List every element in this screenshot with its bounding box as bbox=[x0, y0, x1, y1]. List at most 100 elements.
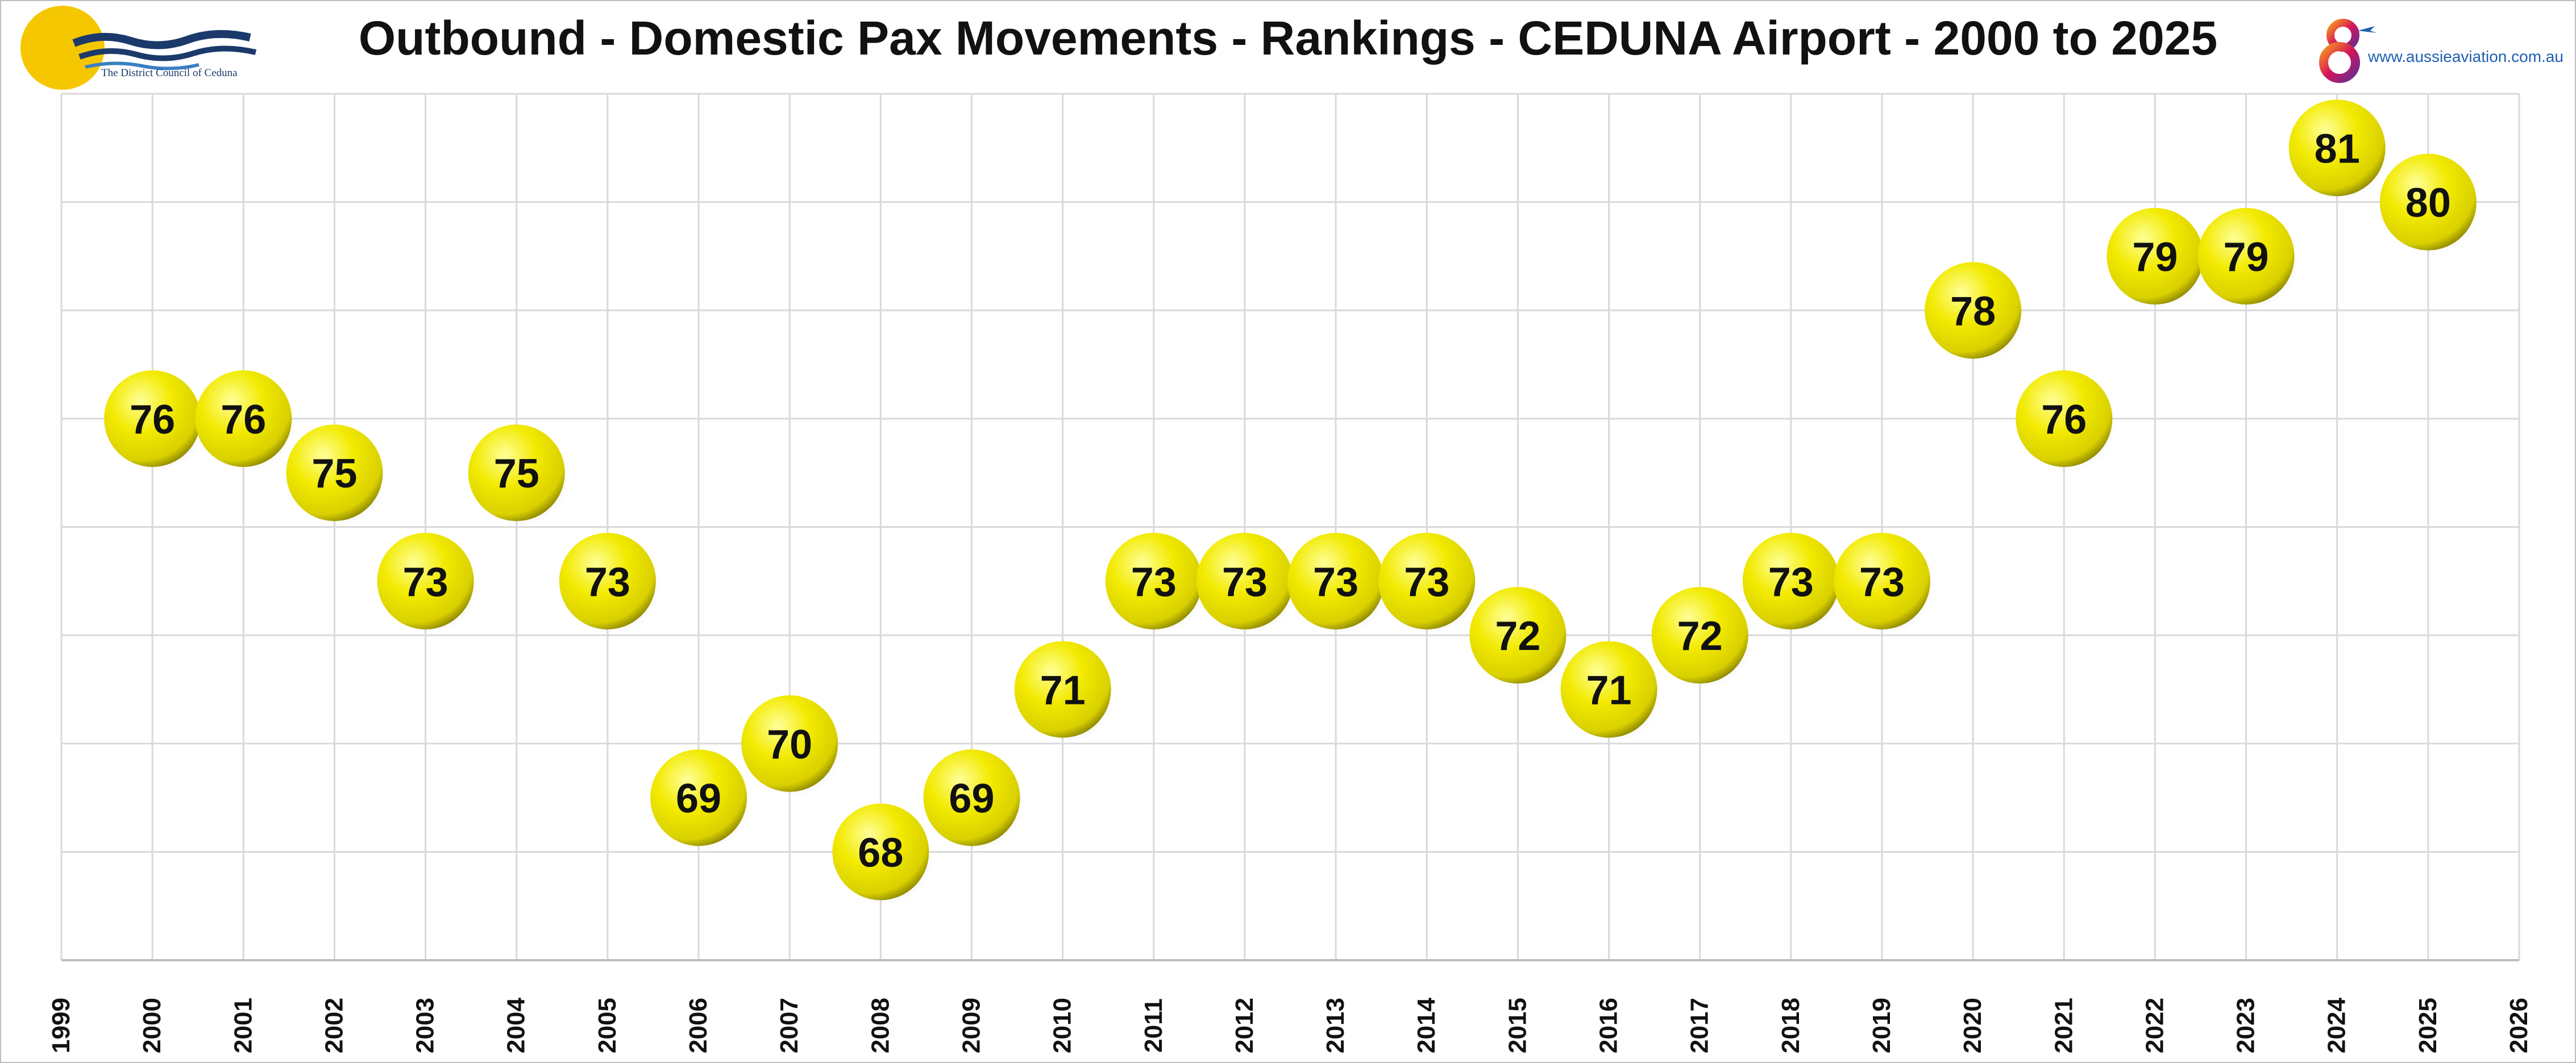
x-tick-label: 2002 bbox=[320, 998, 348, 1053]
aussie-aviation-url[interactable]: www.aussieaviation.com.au bbox=[2368, 48, 2563, 65]
x-tick-label: 2025 bbox=[2414, 998, 2442, 1053]
data-label: 76 bbox=[130, 397, 175, 443]
data-label: 70 bbox=[767, 722, 812, 768]
x-tick-label: 2022 bbox=[2141, 998, 2168, 1053]
x-tick-label: 2010 bbox=[1049, 998, 1077, 1053]
point-bubble bbox=[1378, 532, 1476, 630]
x-tick-label: 2000 bbox=[138, 998, 166, 1053]
data-label: 75 bbox=[311, 451, 357, 497]
data-point: 71 bbox=[1014, 641, 1115, 743]
data-label: 80 bbox=[2405, 181, 2451, 226]
data-point: 71 bbox=[1560, 641, 1661, 743]
data-label: 71 bbox=[1586, 668, 1631, 713]
data-point: 76 bbox=[104, 370, 205, 472]
data-label: 73 bbox=[1222, 560, 1268, 605]
data-point: 72 bbox=[1469, 587, 1570, 688]
point-bubble bbox=[2288, 99, 2386, 197]
data-point: 81 bbox=[2288, 99, 2389, 201]
data-label: 72 bbox=[1495, 614, 1540, 659]
point-bubble bbox=[741, 695, 838, 792]
data-label: 72 bbox=[1677, 614, 1723, 659]
point-bubble bbox=[1105, 532, 1202, 630]
point-bubble bbox=[377, 532, 474, 630]
point-bubble bbox=[2016, 370, 2113, 467]
point-bubble bbox=[1287, 532, 1385, 630]
data-point: 73 bbox=[1378, 532, 1479, 634]
aviation-brand-icon bbox=[2319, 19, 2377, 83]
point-bubble bbox=[1742, 532, 1839, 630]
point-bubble bbox=[1014, 641, 1111, 738]
data-label: 73 bbox=[1404, 560, 1449, 605]
x-tick-label: 2026 bbox=[2505, 998, 2533, 1053]
point-bubble bbox=[923, 749, 1020, 847]
data-label: 73 bbox=[585, 560, 630, 605]
data-point: 72 bbox=[1651, 587, 1752, 688]
data-point: 73 bbox=[1833, 532, 1934, 634]
point-bubble bbox=[2197, 207, 2295, 305]
point-bubble bbox=[1196, 532, 1293, 630]
x-tick-label: 2023 bbox=[2232, 998, 2260, 1053]
point-bubble bbox=[1560, 641, 1657, 738]
data-point: 78 bbox=[1925, 262, 2025, 363]
data-point: 79 bbox=[2106, 207, 2207, 309]
data-point: 73 bbox=[559, 532, 659, 634]
point-bubble bbox=[2106, 207, 2204, 305]
district-council-logo-text: The District Council of Ceduna bbox=[101, 67, 238, 79]
data-point: 73 bbox=[1742, 532, 1843, 634]
data-point: 73 bbox=[377, 532, 477, 634]
data-point: 80 bbox=[2379, 153, 2480, 255]
x-tick-label: 2024 bbox=[2323, 998, 2351, 1053]
point-bubble bbox=[1925, 262, 2022, 359]
x-tick-label: 2015 bbox=[1503, 998, 1531, 1053]
point-bubble bbox=[832, 803, 929, 901]
data-label: 81 bbox=[2315, 126, 2360, 172]
data-label: 73 bbox=[1131, 560, 1177, 605]
x-tick-label: 2008 bbox=[866, 998, 894, 1053]
point-bubble bbox=[104, 370, 201, 467]
data-label: 76 bbox=[2041, 397, 2087, 443]
point-bubble bbox=[2379, 153, 2477, 251]
data-point: 73 bbox=[1196, 532, 1297, 634]
x-tick-label: 2011 bbox=[1140, 998, 1167, 1052]
data-label: 73 bbox=[1313, 560, 1358, 605]
point-bubble bbox=[195, 370, 292, 467]
data-label: 79 bbox=[2132, 235, 2178, 280]
data-point: 73 bbox=[1287, 532, 1388, 634]
point-bubble bbox=[1833, 532, 1930, 630]
data-point: 75 bbox=[468, 424, 568, 526]
point-bubble bbox=[559, 532, 656, 630]
data-label: 76 bbox=[221, 397, 266, 443]
data-point: 79 bbox=[2197, 207, 2298, 309]
data-label: 78 bbox=[1950, 289, 1996, 334]
data-label: 73 bbox=[1859, 560, 1905, 605]
x-tick-label: 2019 bbox=[1868, 998, 1896, 1053]
data-label: 71 bbox=[1040, 668, 1086, 713]
x-tick-label: 2006 bbox=[684, 998, 712, 1053]
district-council-logo bbox=[11, 2, 261, 99]
data-point: 75 bbox=[286, 424, 387, 526]
x-tick-label: 2005 bbox=[593, 998, 621, 1053]
data-label: 75 bbox=[494, 451, 539, 497]
data-point: 70 bbox=[741, 695, 842, 797]
x-tick-label: 2001 bbox=[229, 998, 257, 1053]
data-point: 69 bbox=[650, 749, 751, 851]
data-label: 68 bbox=[858, 830, 903, 876]
data-point: 69 bbox=[923, 749, 1024, 851]
point-bubble bbox=[286, 424, 383, 522]
data-label: 79 bbox=[2224, 235, 2269, 280]
x-tick-label: 2012 bbox=[1231, 998, 1258, 1053]
data-label: 73 bbox=[1768, 560, 1814, 605]
point-bubble bbox=[650, 749, 747, 847]
x-tick-label: 2007 bbox=[775, 998, 803, 1053]
point-bubble bbox=[1469, 587, 1567, 684]
x-tick-label: 2020 bbox=[1959, 998, 1987, 1053]
point-bubble bbox=[468, 424, 565, 522]
data-point: 68 bbox=[832, 803, 933, 905]
data-point: 76 bbox=[195, 370, 296, 472]
x-tick-label: 2004 bbox=[502, 998, 530, 1053]
point-bubble bbox=[1651, 587, 1748, 684]
x-tick-label: 2016 bbox=[1595, 998, 1623, 1053]
x-tick-label: 2003 bbox=[412, 998, 439, 1053]
